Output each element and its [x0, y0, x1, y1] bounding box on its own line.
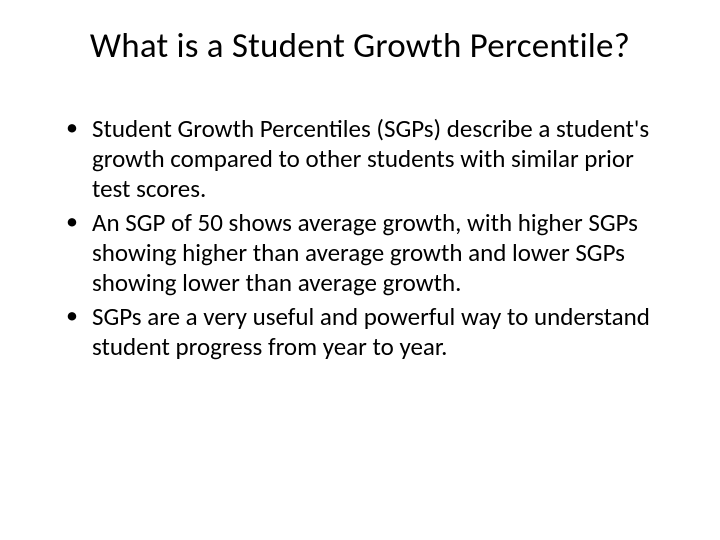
bullet-list: Student Growth Percentiles (SGPs) descri… [48, 114, 672, 362]
bullet-item: Student Growth Percentiles (SGPs) descri… [66, 114, 672, 204]
bullet-item: An SGP of 50 shows average growth, with … [66, 208, 672, 298]
slide: What is a Student Growth Percentile? Stu… [0, 0, 720, 540]
bullet-item: SGPs are a very useful and powerful way … [66, 302, 672, 362]
slide-title: What is a Student Growth Percentile? [48, 26, 672, 66]
